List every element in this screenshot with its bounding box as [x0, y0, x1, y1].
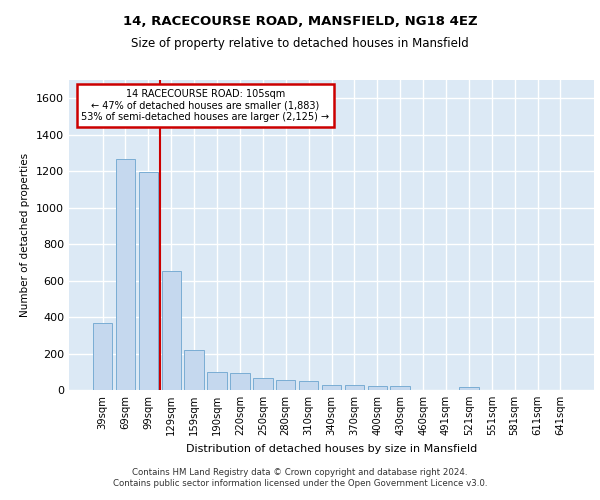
Bar [322, 385, 341, 390]
Text: 14 RACECOURSE ROAD: 105sqm
← 47% of detached houses are smaller (1,883)
53% of s: 14 RACECOURSE ROAD: 105sqm ← 47% of deta… [82, 90, 329, 122]
Bar [208, 372, 227, 390]
Bar [276, 380, 295, 390]
Bar [230, 373, 250, 390]
Bar [368, 386, 387, 390]
Bar [299, 382, 319, 390]
Text: 14, RACECOURSE ROAD, MANSFIELD, NG18 4EZ: 14, RACECOURSE ROAD, MANSFIELD, NG18 4EZ [122, 15, 478, 28]
Bar [391, 386, 410, 390]
Bar [93, 322, 112, 390]
Bar [184, 350, 204, 390]
Text: Size of property relative to detached houses in Mansfield: Size of property relative to detached ho… [131, 38, 469, 51]
Bar [344, 386, 364, 390]
Bar [161, 272, 181, 390]
Bar [116, 160, 135, 390]
Bar [253, 378, 272, 390]
Text: Contains HM Land Registry data © Crown copyright and database right 2024.
Contai: Contains HM Land Registry data © Crown c… [113, 468, 487, 487]
X-axis label: Distribution of detached houses by size in Mansfield: Distribution of detached houses by size … [186, 444, 477, 454]
Y-axis label: Number of detached properties: Number of detached properties [20, 153, 31, 317]
Bar [139, 172, 158, 390]
Bar [459, 387, 479, 390]
